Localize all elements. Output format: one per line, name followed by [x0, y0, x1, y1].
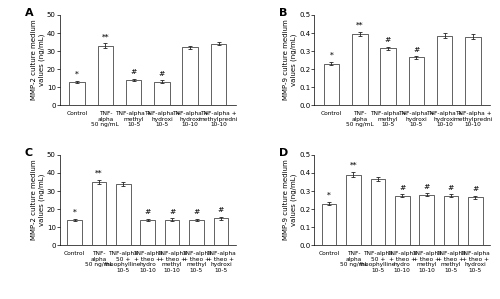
Bar: [98, 46, 113, 105]
Text: #: #: [399, 184, 406, 192]
Y-axis label: MMP-2 culture medium
values (ng/mL): MMP-2 culture medium values (ng/mL): [31, 20, 45, 100]
Bar: [380, 48, 396, 105]
Y-axis label: MMP-9 culture medium
values (ng/mL): MMP-9 culture medium values (ng/mL): [284, 160, 297, 240]
Text: *: *: [330, 52, 334, 60]
Bar: [408, 57, 424, 105]
Text: B: B: [280, 8, 288, 18]
Text: A: A: [25, 8, 34, 18]
Text: #: #: [218, 206, 224, 214]
Text: #: #: [472, 185, 478, 193]
Bar: [189, 220, 204, 245]
Bar: [182, 48, 198, 105]
Text: #: #: [385, 36, 392, 44]
Bar: [126, 80, 142, 105]
Text: #: #: [424, 183, 430, 191]
Text: *: *: [73, 209, 76, 217]
Text: **: **: [350, 162, 357, 170]
Bar: [165, 220, 180, 245]
Bar: [370, 179, 385, 245]
Text: #: #: [130, 68, 137, 76]
Y-axis label: MMP-2 culture medium
values (ng/mL): MMP-2 culture medium values (ng/mL): [31, 160, 45, 240]
Text: #: #: [158, 70, 165, 78]
Text: C: C: [25, 148, 33, 158]
Bar: [116, 184, 130, 245]
Bar: [437, 36, 452, 105]
Text: #: #: [448, 184, 454, 192]
Bar: [322, 204, 336, 245]
Y-axis label: MMP-9 culture medium
values (ng/mL): MMP-9 culture medium values (ng/mL): [284, 20, 297, 100]
Text: **: **: [102, 33, 109, 41]
Text: #: #: [169, 208, 175, 216]
Bar: [346, 175, 361, 245]
Text: **: **: [96, 169, 103, 177]
Bar: [395, 196, 409, 245]
Bar: [210, 44, 226, 105]
Bar: [352, 34, 368, 105]
Text: **: **: [356, 22, 364, 30]
Bar: [324, 64, 340, 105]
Text: *: *: [327, 192, 331, 200]
Bar: [465, 36, 481, 105]
Text: #: #: [144, 208, 151, 216]
Bar: [92, 182, 106, 245]
Text: D: D: [280, 148, 288, 158]
Bar: [468, 197, 482, 245]
Bar: [154, 82, 170, 105]
Bar: [69, 82, 85, 105]
Bar: [214, 218, 228, 245]
Bar: [420, 195, 434, 245]
Bar: [68, 220, 82, 245]
Text: #: #: [413, 45, 420, 54]
Bar: [140, 220, 155, 245]
Text: *: *: [75, 71, 79, 79]
Bar: [444, 196, 458, 245]
Text: #: #: [194, 208, 200, 216]
